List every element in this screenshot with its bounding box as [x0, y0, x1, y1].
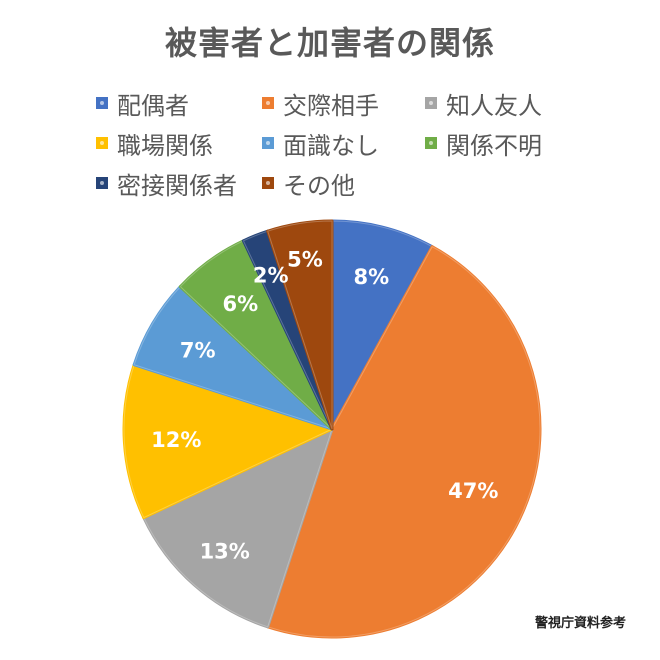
- legend-swatch: [96, 177, 108, 189]
- data-label: 6%: [222, 292, 258, 316]
- data-label: 13%: [200, 540, 250, 564]
- legend-item: その他: [262, 166, 425, 200]
- legend-swatch: [96, 137, 108, 149]
- legend-label: 職場関係: [117, 131, 213, 160]
- source-note: 警視庁資料参考: [534, 616, 626, 631]
- legend-swatch: [425, 137, 437, 149]
- data-label: 47%: [448, 479, 498, 503]
- legend-label: 面識なし: [283, 131, 379, 160]
- data-label: 2%: [253, 263, 289, 287]
- pie-slice: [266, 245, 542, 639]
- legend-item: 密接関係者: [96, 166, 262, 200]
- legend-item: 関係不明: [425, 126, 575, 160]
- pie-slice-outline: [143, 428, 333, 628]
- legend-label: 知人友人: [446, 91, 542, 120]
- pie-slice: [142, 427, 334, 629]
- legend-swatch: [262, 137, 274, 149]
- legend-label: その他: [283, 171, 355, 200]
- pie-slice-outline: [331, 220, 433, 430]
- data-label: 12%: [151, 428, 201, 452]
- legend-item: 配偶者: [96, 86, 262, 120]
- legend-item: 面識なし: [262, 126, 425, 160]
- legend-item: 知人友人: [425, 86, 575, 120]
- pie-slice: [122, 363, 334, 520]
- legend: 配偶者 交際相手 知人友人職場関係 面識なし 関係不明密接関係者 その他: [96, 86, 576, 200]
- pie-slice: [330, 219, 434, 431]
- legend-swatch: [96, 97, 108, 109]
- legend-item: 職場関係: [96, 126, 262, 160]
- legend-swatch: [425, 97, 437, 109]
- legend-label: 関係不明: [446, 131, 542, 160]
- legend-label: 配偶者: [117, 91, 189, 120]
- pie-slice-outline: [267, 246, 541, 638]
- legend-label: 交際相手: [283, 91, 379, 120]
- data-label: 8%: [353, 265, 389, 289]
- data-label: 5%: [287, 247, 323, 271]
- legend-item: 交際相手: [262, 86, 425, 120]
- pie-slice-outline: [267, 220, 333, 430]
- legend-label: 密接関係者: [117, 171, 237, 200]
- pie-slice: [266, 219, 334, 431]
- legend-swatch: [262, 177, 274, 189]
- legend-swatch: [262, 97, 274, 109]
- pie-slice-outline: [123, 364, 334, 519]
- data-label: 7%: [180, 339, 216, 363]
- chart-title: 被害者と加害者の関係: [164, 24, 495, 62]
